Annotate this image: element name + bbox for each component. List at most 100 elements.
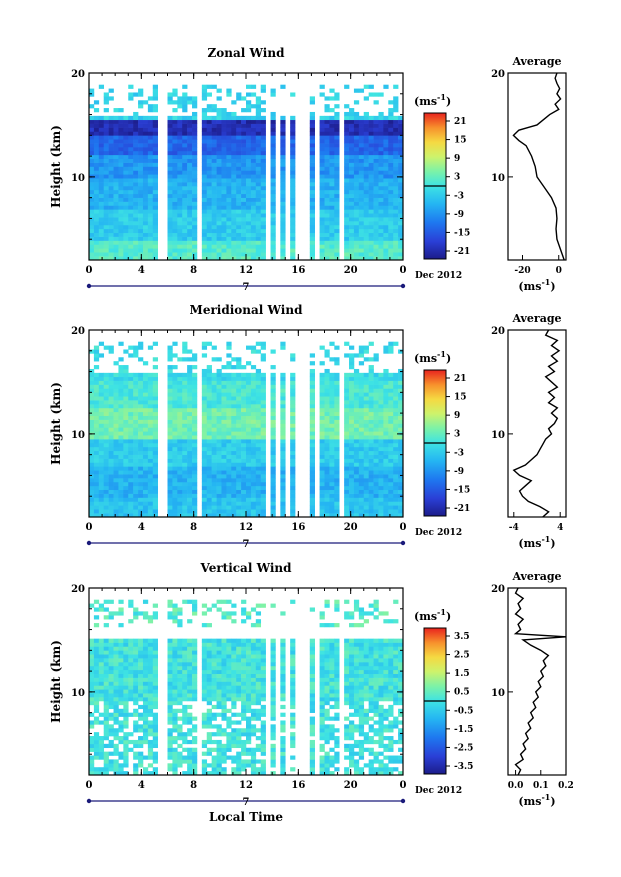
heatmap-cell xyxy=(344,377,349,381)
heatmap-cell xyxy=(388,159,393,163)
heatmap-cell xyxy=(236,501,241,505)
heatmap-cell xyxy=(153,455,158,459)
heatmap-cell xyxy=(99,135,104,139)
heatmap-cell xyxy=(251,388,256,392)
heatmap-cell xyxy=(177,116,182,120)
heatmap-cell xyxy=(207,170,212,174)
heatmap-cell xyxy=(325,217,330,221)
heatmap-cell xyxy=(231,373,236,377)
profile-y-tick-label: 20 xyxy=(491,326,505,337)
heatmap-cell xyxy=(182,385,187,389)
heatmap-cell xyxy=(280,225,285,229)
heatmap-cell xyxy=(334,124,339,128)
heatmap-cell xyxy=(231,202,236,206)
heatmap-cell xyxy=(231,427,236,431)
heatmap-cell xyxy=(133,349,138,353)
heatmap-cell xyxy=(383,131,388,135)
heatmap-cell xyxy=(231,494,236,498)
heatmap-cell xyxy=(153,501,158,505)
heatmap-cell xyxy=(231,194,236,198)
heatmap-cell xyxy=(118,392,123,396)
heatmap-cell xyxy=(325,505,330,509)
heatmap-cell xyxy=(290,478,295,482)
heatmap-cell xyxy=(320,439,325,443)
heatmap-cell xyxy=(280,435,285,439)
heatmap-cell xyxy=(168,147,173,151)
heatmap-cell xyxy=(114,182,119,186)
heatmap-cell xyxy=(182,221,187,225)
heatmap-cell xyxy=(388,252,393,256)
heatmap-cell xyxy=(99,198,104,202)
heatmap-cell xyxy=(212,373,217,377)
heatmap-cell xyxy=(89,159,94,163)
heatmap-cell xyxy=(231,198,236,202)
heatmap-cell xyxy=(104,451,109,455)
heatmap-cell xyxy=(378,116,383,120)
heatmap-cell xyxy=(148,447,153,451)
heatmap-cell xyxy=(325,459,330,463)
heatmap-cell xyxy=(202,190,207,194)
heatmap-cell xyxy=(246,424,251,428)
heatmap-cell xyxy=(94,377,99,381)
heatmap-cell xyxy=(325,147,330,151)
heatmap-cell xyxy=(172,151,177,155)
heatmap-cell xyxy=(388,482,393,486)
heatmap-cell xyxy=(99,167,104,171)
heatmap-cell xyxy=(94,705,99,709)
heatmap-cell xyxy=(172,494,177,498)
heatmap-cell xyxy=(153,462,158,466)
heatmap-cell xyxy=(182,147,187,151)
heatmap-cell xyxy=(261,163,266,167)
heatmap-cell xyxy=(123,225,128,229)
heatmap-cell xyxy=(290,244,295,248)
heatmap-cell xyxy=(118,124,123,128)
heatmap-cell xyxy=(104,490,109,494)
heatmap-cell xyxy=(133,455,138,459)
heatmap-cell xyxy=(369,447,374,451)
heatmap-cell xyxy=(148,486,153,490)
heatmap-cell xyxy=(109,509,114,513)
heatmap-cell xyxy=(133,163,138,167)
heatmap-cell xyxy=(128,151,133,155)
heatmap-cell xyxy=(310,424,315,428)
heatmap-cell xyxy=(182,244,187,248)
heatmap-cell xyxy=(187,96,192,100)
heatmap-cell xyxy=(349,229,354,233)
heatmap-cell xyxy=(334,194,339,198)
heatmap-cell xyxy=(182,447,187,451)
heatmap-cell xyxy=(207,365,212,369)
heatmap-cell xyxy=(354,447,359,451)
heatmap-cell xyxy=(251,139,256,143)
heatmap-cell xyxy=(89,427,94,431)
heatmap-cell xyxy=(118,682,123,686)
heatmap-cell xyxy=(217,116,222,120)
heatmap-cell xyxy=(133,670,138,674)
heatmap-cell xyxy=(148,740,153,744)
heatmap-cell xyxy=(320,198,325,202)
heatmap-cell xyxy=(231,229,236,233)
heatmap-cell xyxy=(246,128,251,132)
heatmap-cell xyxy=(118,490,123,494)
heatmap-cell xyxy=(153,225,158,229)
heatmap-cell xyxy=(369,385,374,389)
heatmap-cell xyxy=(143,674,148,678)
heatmap-cell xyxy=(114,744,119,748)
heatmap-cell xyxy=(354,435,359,439)
heatmap-cell xyxy=(378,198,383,202)
heatmap-cell xyxy=(138,713,143,717)
heatmap-cell xyxy=(114,732,119,736)
heatmap-cell xyxy=(128,159,133,163)
heatmap-cell xyxy=(138,248,143,252)
heatmap-cell xyxy=(104,639,109,643)
x-tick-label: 12 xyxy=(239,522,253,533)
heatmap-cell xyxy=(212,186,217,190)
heatmap-cell xyxy=(329,252,334,256)
heatmap-cell xyxy=(153,693,158,697)
heatmap-cell xyxy=(114,241,119,245)
heatmap-cell xyxy=(226,494,231,498)
heatmap-cell xyxy=(325,186,330,190)
heatmap-cell xyxy=(143,501,148,505)
heatmap-cell xyxy=(236,229,241,233)
heatmap-cell xyxy=(172,131,177,135)
heatmap-cell xyxy=(114,736,119,740)
